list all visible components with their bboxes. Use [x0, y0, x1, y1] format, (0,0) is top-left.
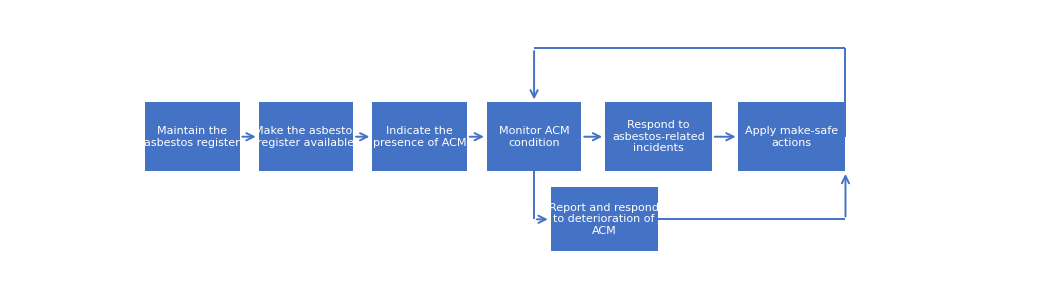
FancyBboxPatch shape	[551, 187, 658, 252]
Text: Report and respond
to deterioration of
ACM: Report and respond to deterioration of A…	[550, 203, 659, 236]
Text: Make the asbestos
register available: Make the asbestos register available	[254, 126, 358, 148]
FancyBboxPatch shape	[258, 102, 353, 171]
Text: Maintain the
asbestos register: Maintain the asbestos register	[145, 126, 240, 148]
FancyBboxPatch shape	[372, 102, 467, 171]
FancyBboxPatch shape	[487, 102, 581, 171]
Text: Monitor ACM
condition: Monitor ACM condition	[499, 126, 570, 148]
FancyBboxPatch shape	[739, 102, 845, 171]
FancyBboxPatch shape	[145, 102, 239, 171]
FancyBboxPatch shape	[605, 102, 712, 171]
Text: Apply make-safe
actions: Apply make-safe actions	[745, 126, 839, 148]
Text: Indicate the
presence of ACM: Indicate the presence of ACM	[373, 126, 467, 148]
Text: Respond to
asbestos-related
incidents: Respond to asbestos-related incidents	[612, 120, 705, 153]
